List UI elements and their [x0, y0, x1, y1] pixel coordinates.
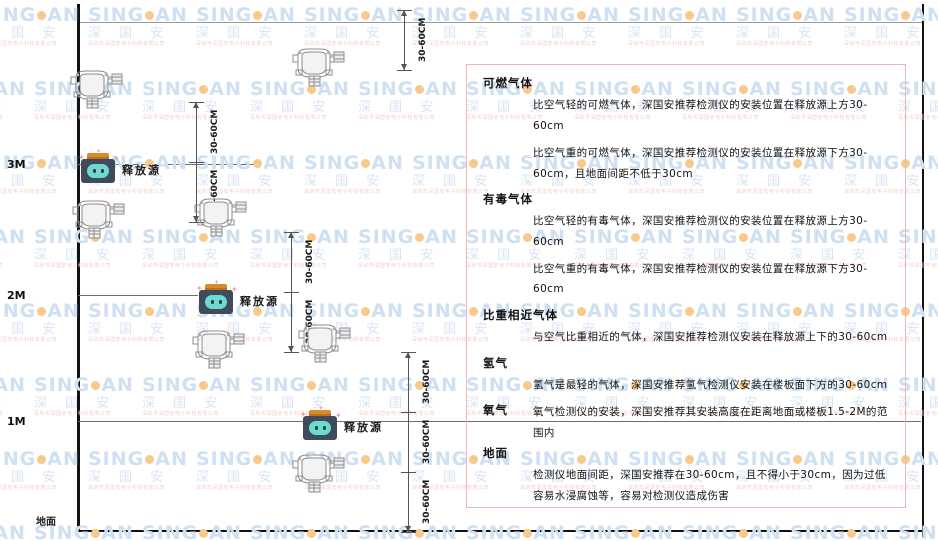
panel-section-text: 与空气比重相近的气体，深国安推荐检测仪安装在释放源上下的30-60cm	[533, 331, 888, 344]
panel-section-text: 氧气检测仪的安装，深国安推荐其安装高度在距离地面或楼板1.5-2M的范围内	[533, 406, 888, 439]
height-axis	[77, 4, 80, 532]
panel-section: 比重相近气体与空气比重相近的气体，深国安推荐检测仪安装在释放源上下的30-60c…	[483, 307, 891, 348]
height-line-3m	[78, 164, 258, 165]
panel-section: 有毒气体 比空气轻的有毒气体，深国安推荐检测仪的安装位置在释放源上方30-60cm…	[483, 191, 891, 300]
dimension-label: 30-60CM	[422, 419, 432, 464]
gas-detector-icon	[290, 452, 348, 494]
gas-detector-icon	[68, 68, 126, 110]
release-source-label: 释放源	[122, 164, 161, 177]
panel-section-heading: 氧气	[483, 403, 508, 418]
panel-section-heading: 比重相近气体	[483, 307, 558, 322]
panel-section-heading: 有毒气体	[483, 191, 533, 206]
height-line-1m	[78, 421, 921, 422]
panel-section-text: 比空气轻的可燃气体，深国安推荐检测仪的安装位置在释放源上方30-60cm	[533, 99, 868, 132]
panel-section: 地面检测仪地面间距，深国安推荐在30-60cm，且不得小于30cm，因为过低容易…	[483, 445, 891, 506]
panel-section-heading: 可燃气体	[483, 76, 533, 90]
gas-detector-icon	[192, 196, 250, 238]
release-source-icon: ✦ ✦ ✦	[196, 280, 238, 315]
panel-section-text: 比空气重的有毒气体，深国安推荐检测仪的安装位置在释放源下方30-60cm	[533, 263, 868, 296]
panel-section-heading: 地面	[483, 446, 508, 460]
dimension-label: 30-60CM	[422, 479, 432, 524]
panel-section: 可燃气体 比空气轻的可燃气体，深国安推荐检测仪的安装位置在释放源上方30-60cm…	[483, 75, 891, 184]
panel-section-text: 比空气重的可燃气体，深国安推荐检测仪的安装位置在释放源下方30-60cm，且地面…	[533, 147, 868, 180]
panel-section: 氧气 氧气检测仪的安装，深国安推荐其安装高度在距离地面或楼板1.5-2M的范围内	[483, 402, 891, 443]
dimension-stack	[283, 232, 303, 353]
release-source-icon: ✦ ✦ ✦	[300, 406, 342, 441]
panel-section-heading: 氢气	[483, 355, 508, 370]
height-line-2m	[78, 295, 198, 296]
dimension-stack	[188, 102, 208, 223]
dimension-stack	[396, 10, 416, 71]
dimension-label: 30-60CM	[418, 17, 428, 62]
ground-label: 地面	[36, 517, 56, 528]
gas-detector-icon	[290, 46, 348, 88]
height-label-1m: 1M	[7, 415, 26, 428]
guidance-panel: 可燃气体 比空气轻的可燃气体，深国安推荐检测仪的安装位置在释放源上方30-60cm…	[466, 64, 906, 508]
dimension-label: 30-60CM	[422, 359, 432, 404]
height-label-2m: 2M	[7, 289, 26, 302]
release-source-icon: ✦ ✦ ✦	[78, 149, 120, 184]
ceiling-line	[78, 22, 923, 23]
release-source-label: 释放源	[344, 421, 383, 434]
panel-section-text: 氢气是最轻的气体，深国安推荐氢气检测仪安装在楼板面下方的30-60cm	[533, 378, 888, 391]
release-source-label: 释放源	[240, 295, 279, 308]
gas-detector-icon	[190, 328, 248, 370]
dimension-stack	[400, 352, 420, 533]
panel-section-text: 比空气轻的有毒气体，深国安推荐检测仪的安装位置在释放源上方30-60cm	[533, 215, 868, 248]
panel-section-text: 检测仪地面间距，深国安推荐在30-60cm，且不得小于30cm，因为过低容易水浸…	[533, 469, 886, 502]
gas-detector-icon	[70, 198, 128, 240]
dimension-label: 30-60CM	[305, 239, 315, 284]
dimension-label: 30-60CM	[210, 109, 220, 154]
ground-line	[78, 530, 923, 532]
right-border	[922, 4, 924, 537]
panel-section: 氢气氢气是最轻的气体，深国安推荐氢气检测仪安装在楼板面下方的30-60cm	[483, 355, 891, 396]
height-label-3m: 3M	[7, 158, 26, 171]
gas-detector-icon	[296, 322, 354, 364]
